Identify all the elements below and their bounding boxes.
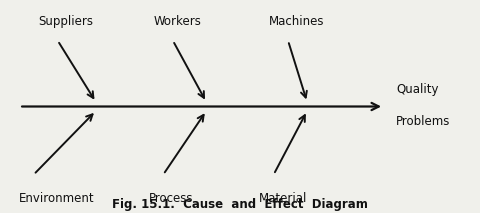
Text: Workers: Workers [154, 15, 202, 28]
Text: Problems: Problems [396, 115, 450, 128]
Text: Process: Process [149, 192, 193, 205]
Text: Machines: Machines [269, 15, 324, 28]
Text: Suppliers: Suppliers [38, 15, 94, 28]
Text: Environment: Environment [19, 192, 95, 205]
Text: Material: Material [259, 192, 308, 205]
Text: Quality: Quality [396, 83, 439, 96]
Text: Fig. 15.1.  Cause  and  Effect  Diagram: Fig. 15.1. Cause and Effect Diagram [112, 198, 368, 211]
